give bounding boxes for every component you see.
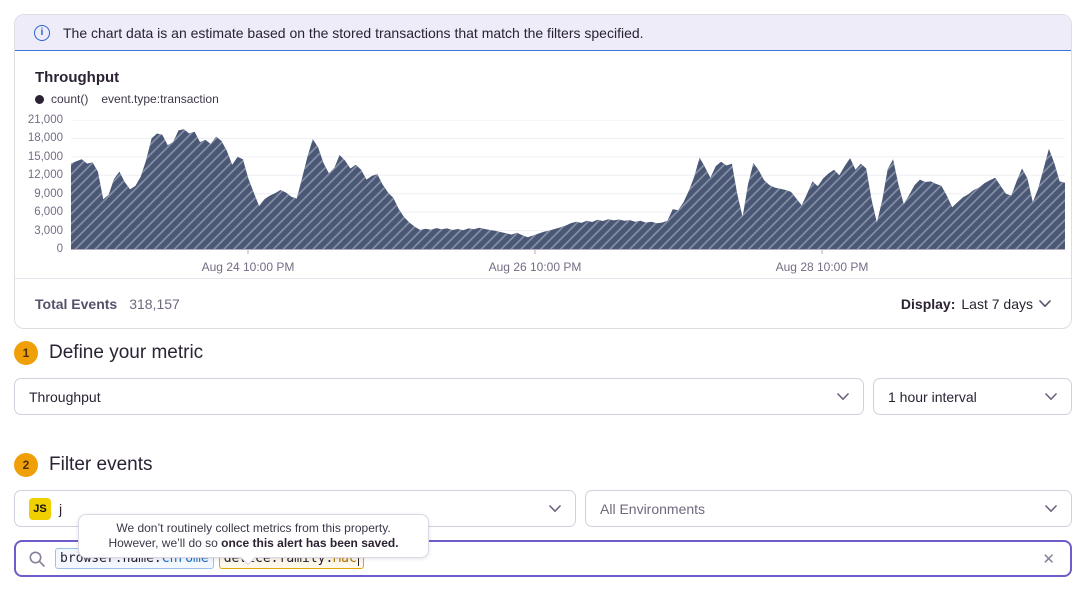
section-title-filter-events: Filter events (49, 454, 153, 475)
step-badge-2: 2 (14, 453, 38, 477)
chevron-down-icon (549, 504, 561, 512)
chart-header: Throughput count() event.type:transactio… (15, 51, 1071, 106)
section-define-metric: 1 Define your metric (14, 340, 1072, 366)
search-icon (29, 551, 45, 567)
info-banner: i The chart data is an estimate based on… (15, 15, 1071, 51)
info-icon: i (34, 24, 50, 41)
total-events-label: Total Events (35, 295, 118, 312)
step-badge-1: 1 (14, 341, 38, 365)
display-value: Last 7 days (961, 295, 1033, 312)
environment-select-value: All Environments (600, 500, 706, 517)
metric-select[interactable]: Throughput (14, 378, 864, 415)
legend-series-label: count() (51, 92, 89, 106)
area-series (71, 119, 1065, 261)
throughput-chart: 0 3,000 6,000 9,000 12,000 15,000 18,000 21,000… (15, 114, 1071, 278)
info-banner-text: The chart data is an estimate based on t… (63, 24, 644, 41)
project-select-value: j (59, 500, 63, 517)
chevron-down-icon (1045, 504, 1057, 512)
total-events-value: 318,157 (129, 295, 180, 312)
environment-select[interactable]: All Environments (585, 490, 1072, 527)
interval-select[interactable]: 1 hour interval (873, 378, 1072, 415)
chart-plot-area: Aug 24 10:00 PM Aug 26 10:00 PM Aug 28 10:… (71, 119, 1065, 278)
series-color-dot-icon (35, 94, 44, 104)
chart-legend: count() event.type:transaction (35, 92, 1051, 106)
tooltip-line1: We don’t routinely collect metrics from … (116, 521, 391, 535)
chevron-down-icon (1045, 392, 1057, 400)
chart-title: Throughput (35, 69, 120, 86)
total-events: Total Events 318,157 (35, 296, 180, 312)
section-filter-events: 2 Filter events (14, 452, 1072, 478)
chart-footer: Total Events 318,157 Display: Last 7 day… (15, 278, 1071, 328)
close-icon[interactable]: ✕ (1042, 550, 1055, 568)
tooltip-line2: However, we’ll do so once this alert has… (108, 536, 399, 550)
chevron-down-icon (1039, 299, 1051, 307)
metric-select-value: Throughput (29, 388, 101, 405)
display-period-dropdown[interactable]: Display: Last 7 days (901, 296, 1051, 312)
legend-query-label: event.type:transaction (101, 92, 219, 106)
js-platform-badge-icon: JS (29, 497, 51, 520)
interval-select-value: 1 hour interval (888, 388, 977, 405)
chevron-down-icon (837, 392, 849, 400)
tooltip: We don’t routinely collect metrics from … (78, 514, 429, 566)
chart-panel: i The chart data is an estimate based on… (14, 14, 1072, 329)
display-label: Display: (900, 295, 956, 312)
section-title-define-metric: Define your metric (49, 342, 204, 363)
y-axis-labels: 0 3,000 6,000 9,000 12,000 15,000 18,000 21,000 (27, 114, 63, 255)
text-cursor (357, 551, 359, 566)
